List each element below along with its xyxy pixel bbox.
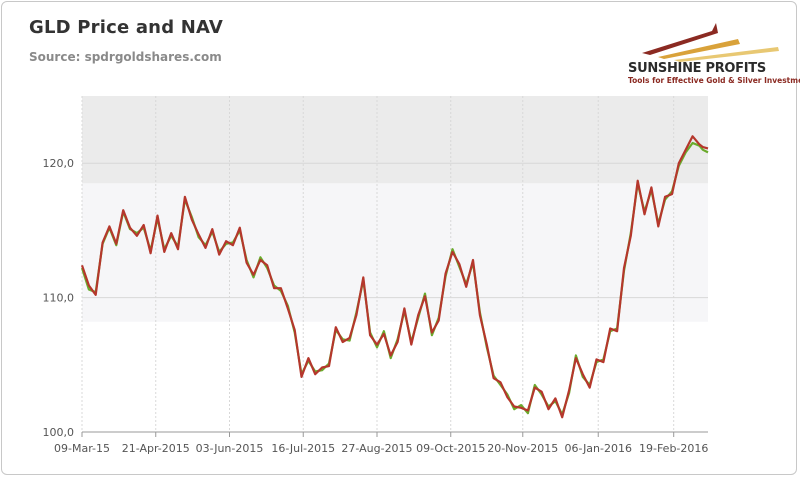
x-tick-label-3: 16-Jul-2015 [271,442,335,455]
series-line-price [80,135,709,419]
y-tick-label-2: 120,0 [43,157,75,170]
chart-title: GLD Price and NAV [29,17,224,38]
x-tick-label-2: 03-Jun-2015 [196,442,264,455]
plot-band-0 [82,96,708,184]
sunshine-profits-logo-icon [642,23,779,62]
x-tick-label-5: 09-Oct-2015 [416,442,485,455]
logo-swoosh-gold [658,39,740,59]
x-tick-label-7: 06-Jan-2016 [564,442,632,455]
logo-name: SUNSHINE PROFITS [628,61,766,76]
y-tick-label-0: 100,0 [43,426,75,439]
logo-swoosh-dark [642,23,718,55]
x-tick-label-0: 09-Mar-15 [54,442,110,455]
y-tick-label-1: 110,0 [43,292,75,305]
x-tick-label-8: 19-Feb-2016 [639,442,708,455]
x-tick-label-4: 27-Aug-2015 [341,442,412,455]
x-tick-label-1: 21-Apr-2015 [122,442,190,455]
chart-subtitle: Source: spdrgoldshares.com [29,50,222,64]
x-tick-label-6: 20-Nov-2015 [487,442,558,455]
logo-tagline: Tools for Effective Gold & Silver Invest… [628,76,800,85]
logo-swoosh-light [674,47,779,62]
plot-band-1 [82,183,708,322]
